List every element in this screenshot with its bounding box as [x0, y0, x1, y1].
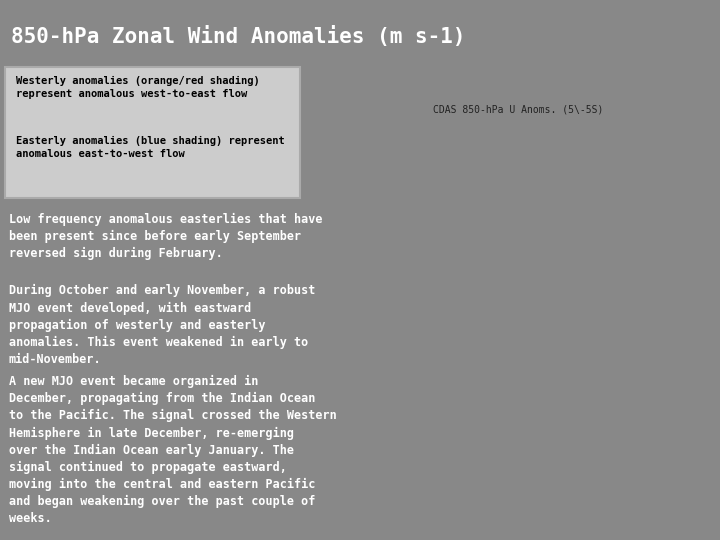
Text: 850-hPa Zonal Wind Anomalies (m s-1): 850-hPa Zonal Wind Anomalies (m s-1)	[11, 25, 465, 46]
Text: CDAS 850-hPa U Anoms. (5\-5S): CDAS 850-hPa U Anoms. (5\-5S)	[433, 105, 603, 115]
Text: Westerly anomalies (orange/red shading)
represent anomalous west-to-east flow: Westerly anomalies (orange/red shading) …	[16, 76, 260, 99]
Text: During October and early November, a robust
MJO event developed, with eastward
p: During October and early November, a rob…	[9, 285, 315, 366]
FancyBboxPatch shape	[5, 67, 300, 198]
Text: Easterly anomalies (blue shading) represent
anomalous east-to-west flow: Easterly anomalies (blue shading) repres…	[16, 136, 284, 159]
Text: Low frequency anomalous easterlies that have
been present since before early Sep: Low frequency anomalous easterlies that …	[9, 213, 322, 260]
Text: A new MJO event became organized in
December, propagating from the Indian Ocean
: A new MJO event became organized in Dece…	[9, 375, 336, 525]
